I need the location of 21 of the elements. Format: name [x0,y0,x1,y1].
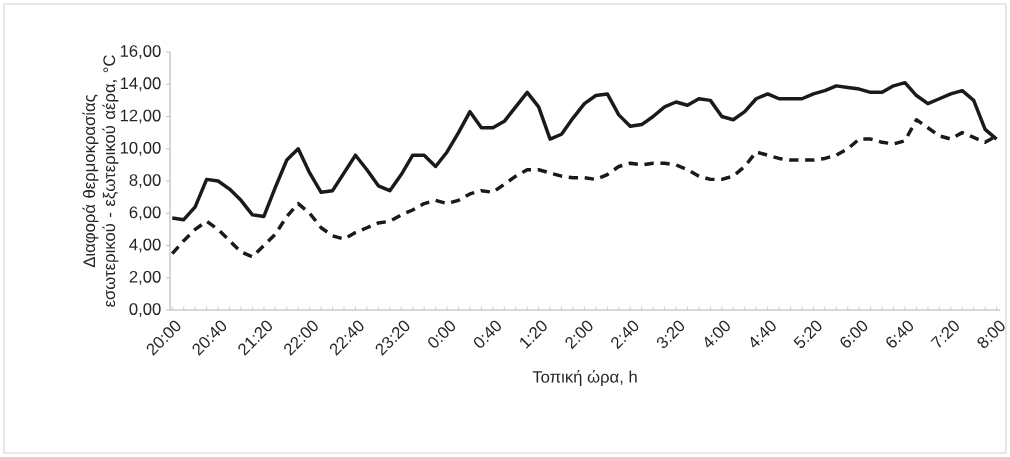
y-tick-label: 16,00 [120,45,161,59]
y-tick-label: 8,00 [129,174,161,188]
x-tick-label: 6:00 [840,320,868,348]
x-tick-label: 8:00 [977,320,1005,348]
x-tick-label: 7:20 [930,320,959,348]
y-tick-label: 6,00 [129,206,161,221]
y-tick-label: 12,00 [120,109,161,124]
y-tick-label: 4,00 [129,238,161,253]
x-tick-label: 6:40 [886,320,914,348]
y-tick-label: 2,00 [129,270,161,285]
x-tick-label: 4:00 [704,320,730,348]
x-tick-label: 4:40 [750,320,776,348]
x-tick-label: 3:20 [656,320,685,349]
x-tick-label: 0:00 [428,320,456,348]
x-axis-title: Τοπική ώρα, h [532,370,637,387]
y-tick-label: 14,00 [120,77,161,92]
y-tick-label: 0,00 [129,303,161,317]
y-tick-label: 10,00 [120,141,161,156]
x-tick-label: 5:20 [793,320,822,349]
y-axis-title: Διαφορά θερμοκρασίας εσωτερικού - εξωτερικού αέρα, °C [82,55,119,307]
x-tick-label: 0:40 [473,320,501,348]
